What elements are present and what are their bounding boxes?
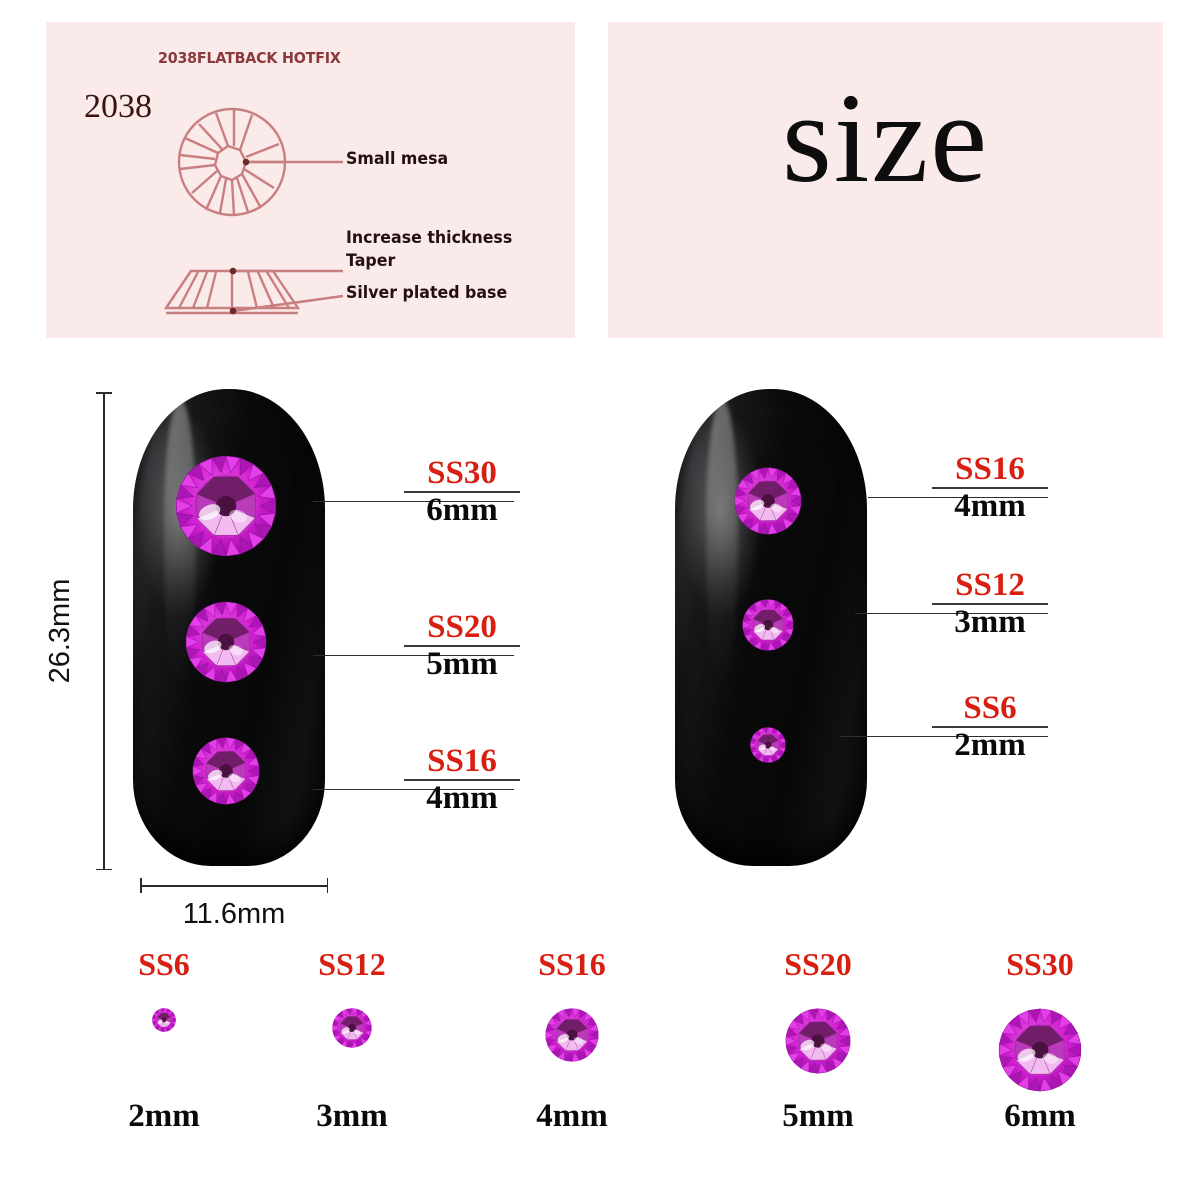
mm-value: 5mm (782, 1098, 854, 1134)
ss-value: SS6 (138, 946, 190, 982)
mm-value: 3mm (316, 1098, 388, 1134)
silver-plated-base-point (229, 307, 237, 315)
product-code-label: 2038 (84, 88, 152, 125)
ss-value: SS12 (318, 946, 386, 982)
size-heading-panel: size (608, 22, 1163, 338)
ss-value: SS16 (427, 743, 497, 779)
gem-ss6-on-nail-right (750, 727, 786, 763)
mm-value: 4mm (426, 780, 498, 816)
scale-item-ss30: SS30 6mm (964, 946, 1116, 1146)
ss-value: SS20 (427, 609, 497, 645)
mm-value: 4mm (536, 1098, 608, 1134)
flatback-construction-diagram (163, 107, 344, 315)
label-divider (404, 645, 520, 647)
nail-left (133, 389, 325, 866)
increase-thickness-point (229, 267, 237, 275)
leader-line-ss16-right (868, 497, 1048, 498)
dimension-cap-left (140, 878, 142, 893)
gem-ss30 (998, 1008, 1082, 1092)
label-divider (404, 491, 520, 493)
callout-label-increase-thickness: Increase thickness (346, 228, 513, 248)
label-divider (932, 603, 1048, 605)
label-divider (932, 726, 1048, 728)
nail-width-value: 11.6mm (182, 898, 286, 930)
dimension-cap-top (96, 392, 112, 394)
gem-ss16-on-nail (192, 737, 260, 805)
ss-value: SS20 (784, 946, 852, 982)
gem-ss12 (332, 1008, 372, 1048)
callout-label-small-mesa: Small mesa (346, 149, 449, 169)
size-label-ss20: SS20 5mm (404, 611, 520, 682)
flatback-info-panel: 2038FLATBACK HOTFIX 2038 (46, 22, 575, 338)
dimension-cap-bottom (96, 868, 112, 870)
mm-value: 2mm (128, 1098, 200, 1134)
gem-ss20-on-nail (185, 601, 267, 683)
scale-item-ss6: SS6 2mm (88, 946, 240, 1146)
ss-value: SS30 (427, 455, 497, 491)
gem-ss6 (152, 1008, 176, 1032)
ss-value: SS16 (955, 451, 1025, 487)
silver-plated-base-leader-line (232, 294, 344, 313)
label-divider (404, 779, 520, 781)
scale-item-ss16: SS16 4mm (496, 946, 648, 1146)
nail-right (675, 389, 867, 866)
gem-ss30-on-nail (175, 455, 277, 557)
callout-label-taper: Taper (346, 251, 396, 271)
ss-value: SS16 (538, 946, 606, 982)
gem-ss12-on-nail-right (742, 599, 794, 651)
dimension-cap-right (326, 878, 328, 893)
mm-value: 6mm (1004, 1098, 1076, 1134)
mm-value: 4mm (954, 488, 1026, 524)
scale-item-ss20: SS20 5mm (742, 946, 894, 1146)
size-label-ss16-left: SS16 4mm (404, 745, 520, 816)
size-label-ss12: SS12 3mm (932, 569, 1048, 640)
leader-line-ss6 (840, 736, 1048, 737)
ss-value: SS12 (955, 567, 1025, 603)
small-mesa-point (242, 158, 250, 166)
leader-line-ss30 (313, 501, 514, 502)
nail-height-value: 26.3mm (43, 578, 76, 684)
dimension-bar (140, 885, 328, 887)
leader-line-ss12 (855, 613, 1048, 614)
size-label-ss16-right: SS16 4mm (932, 453, 1048, 524)
scale-item-ss12: SS12 3mm (276, 946, 428, 1146)
mm-value: 6mm (426, 492, 498, 528)
size-label-ss6: SS6 2mm (932, 692, 1048, 763)
side-profile-icon (163, 269, 301, 315)
size-heading: size (782, 67, 989, 209)
size-label-ss30: SS30 6mm (404, 457, 520, 528)
mm-value: 5mm (426, 646, 498, 682)
panel-title: 2038FLATBACK HOTFIX (158, 49, 341, 67)
gem-ss16-on-nail-right (734, 467, 802, 535)
mm-value: 3mm (954, 604, 1026, 640)
ss-value: SS6 (963, 690, 1017, 726)
gem-ss20 (785, 1008, 851, 1074)
callout-label-silver-plated-base: Silver plated base (346, 283, 508, 303)
leader-line-ss16-left (313, 789, 514, 790)
ss-value: SS30 (1006, 946, 1074, 982)
leader-line-ss20 (313, 655, 514, 656)
label-divider (932, 487, 1048, 489)
mm-value: 2mm (954, 727, 1026, 763)
dimension-bar (103, 392, 105, 870)
gem-ss16 (545, 1008, 599, 1062)
